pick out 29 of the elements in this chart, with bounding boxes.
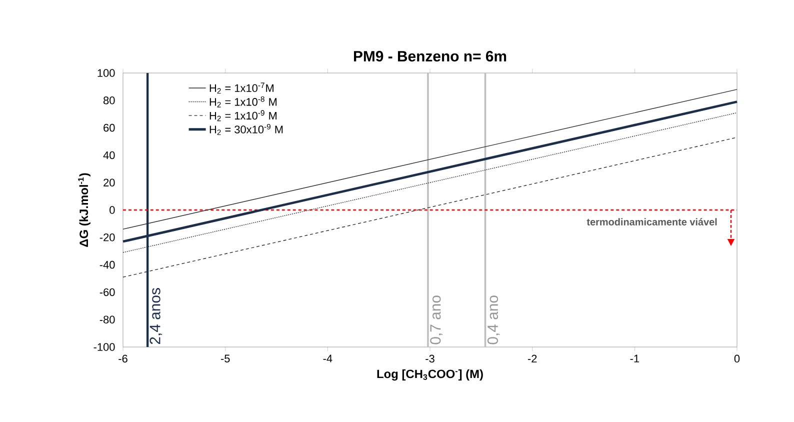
text: Log [CH$_{3}$COO$^{-}$] (M)	[377, 369, 483, 381]
text: ΔG (kJ.mol$^{-1}$)	[78, 173, 90, 247]
x-tick-label: -3	[426, 354, 434, 363]
y-tick-label: 0	[110, 206, 115, 214]
y-tick-label: 100	[98, 69, 115, 77]
x-tick-label: -5	[220, 354, 230, 362]
y-tick-label: 40	[103, 151, 115, 160]
legend-label: H$_{2}$ = 1x10$^{-7}$M	[210, 82, 274, 94]
y-tick-label: 80	[104, 96, 115, 104]
y-tick-label: 60	[104, 124, 115, 132]
y-tick-label: -40	[100, 260, 115, 269]
ref-line-label: 0,7 ano	[430, 296, 442, 344]
ref-line-label: 0,4 ano	[487, 296, 500, 344]
x-tick-label: -4	[323, 354, 332, 362]
annotation: termodinamicamente viável	[586, 218, 717, 226]
y-tick-label: -60	[100, 288, 115, 296]
legend-label: H$_{2}$ = 1x10$^{-9}$ M	[210, 110, 276, 122]
y-tick-label: 20	[104, 178, 115, 186]
x-tick-label: -2	[528, 354, 537, 362]
x-tick-label: -1	[630, 354, 640, 362]
x-tick-label: 0	[734, 354, 740, 363]
legend-label: H$_{2}$ = 1x10$^{-8}$ M	[210, 96, 276, 108]
x-tick-label: -6	[118, 354, 128, 363]
y-tick-label: -80	[100, 316, 115, 324]
y-tick-label: -20	[100, 234, 115, 242]
y-tick-label: -100	[94, 343, 115, 351]
legend-label: H$_{2}$ = 30x10$^{-9}$ M	[210, 124, 283, 135]
chart-title: PM9 - Benzeno n= 6m	[354, 50, 506, 62]
ref-line-label: 2,4 anos	[150, 288, 162, 344]
